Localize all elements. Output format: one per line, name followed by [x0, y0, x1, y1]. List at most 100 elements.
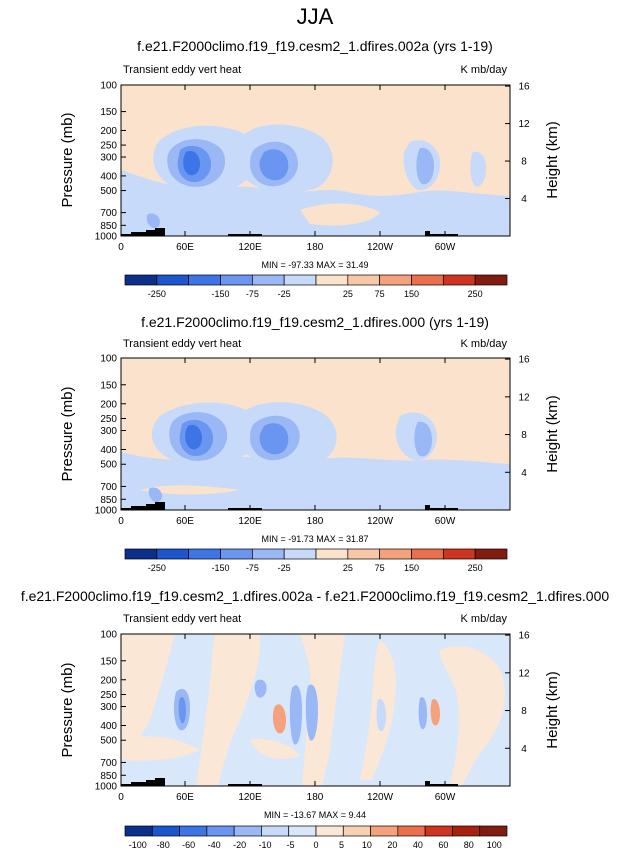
contour-level-pos5	[250, 738, 300, 759]
colorbar-swatch	[347, 548, 381, 560]
x-tick-label: 120W	[367, 792, 394, 803]
contour-level-pos5	[196, 634, 261, 786]
y-tick-label: 1000	[95, 232, 118, 243]
x-tick-label: 120E	[238, 242, 262, 253]
colorbar-label: 5	[339, 840, 344, 850]
colorbar-label: -25	[278, 289, 291, 299]
colorbar-swatch	[251, 548, 285, 560]
panel-right-label: K mb/day	[461, 64, 508, 76]
colorbar-label: 150	[404, 563, 419, 573]
colorbar-label: -10	[259, 840, 272, 850]
colorbar-swatch	[379, 274, 412, 286]
colorbar-label: -250	[148, 563, 166, 573]
x-tick-label: 120W	[367, 242, 394, 253]
y2-axis-label: Height (km)	[544, 121, 561, 199]
colorbar-swatch	[188, 548, 221, 560]
y-tick-label: 400	[100, 171, 117, 182]
contour-level-warm	[140, 485, 240, 495]
y-tick-label: 100	[100, 354, 117, 365]
x-tick-label: 180	[307, 516, 324, 527]
colorbar: -100 -80 -60 -40 -20 -10 -5 0 5 10 20 40 60 80 100	[124, 825, 508, 850]
panel-title: f.e21.F2000climo.f19_f19.cesm2_1.dfires.…	[21, 588, 610, 604]
colorbar-label: -40	[208, 840, 221, 850]
y2-tick-label: 4	[521, 468, 527, 479]
colorbar-label: 100	[487, 840, 502, 850]
contour-level-pos5	[439, 646, 505, 786]
y2-axis-label: Height (km)	[544, 395, 561, 473]
y-tick-label: 200	[100, 399, 117, 410]
y2-tick-label: 16	[518, 631, 530, 642]
y-tick-label: 400	[100, 445, 117, 456]
y-tick-label: 150	[100, 107, 117, 118]
y2-tick-label: 12	[518, 119, 530, 130]
contour-level-pos5	[121, 736, 200, 761]
colorbar-label: 150	[404, 289, 419, 299]
colorbar-label: 40	[413, 840, 423, 850]
colorbar-label: -150	[211, 289, 229, 299]
y2-tick-label: 16	[518, 82, 530, 93]
y-tick-label: 300	[100, 702, 117, 713]
colorbar-swatch	[411, 274, 444, 286]
contour-level-pos5	[300, 634, 345, 786]
x-axis: 0 60E 120E 180 120W 60W	[118, 358, 456, 527]
topography-mask	[121, 778, 458, 786]
contour-level-neg10	[254, 679, 267, 698]
panel-2: f.e21.F2000climo.f19_f19.cesm2_1.dfires.…	[59, 314, 561, 573]
colorbar-label: 10	[362, 840, 372, 850]
colorbar-swatch	[220, 274, 253, 286]
y-tick-label: 150	[100, 380, 117, 391]
contour-level-neg250	[183, 150, 200, 176]
y-tick-label: 1000	[95, 782, 118, 793]
contour-level-neg10	[418, 696, 427, 730]
colorbar-label: 80	[464, 840, 474, 850]
y-axis-label: Pressure (mb)	[59, 662, 76, 757]
contour-level-pos10	[272, 704, 286, 734]
x-tick-label: 0	[118, 792, 124, 803]
y2-tick-label: 12	[518, 392, 530, 403]
x-tick-label: 0	[118, 516, 124, 527]
colorbar-swatch	[315, 548, 349, 560]
colorbar-swatch	[452, 825, 481, 837]
panel-left-label: Transient eddy vert heat	[123, 338, 241, 350]
colorbar-label: -5	[287, 840, 295, 850]
colorbar-swatch	[479, 825, 508, 837]
colorbar-swatch	[397, 825, 426, 837]
contour-level-neg10	[305, 684, 318, 741]
colorbar-label: 250	[468, 563, 483, 573]
y2-tick-label: 8	[521, 430, 527, 441]
colorbar-label: -20	[233, 840, 246, 850]
colorbar-swatch	[474, 548, 508, 560]
contour-level-neg10	[289, 685, 302, 745]
y-axis-label: Pressure (mb)	[59, 386, 76, 481]
y-axis-height: 4 8 12 16	[505, 631, 530, 755]
x-tick-label: 60W	[435, 242, 456, 253]
contour-field	[121, 358, 510, 510]
y-tick-label: 1000	[95, 506, 118, 517]
min-max-label: MIN = -13.67 MAX = 9.44	[264, 810, 366, 820]
colorbar-swatch	[474, 274, 508, 286]
x-tick-label: 60E	[176, 242, 194, 253]
y-axis-height: 4 8 12 16	[505, 82, 530, 205]
y-tick-label: 250	[100, 414, 117, 425]
y-tick-label: 700	[100, 758, 117, 769]
x-tick-label: 120E	[238, 792, 262, 803]
y-tick-label: 200	[100, 675, 117, 686]
y-tick-label: 700	[100, 208, 117, 219]
contour-level-neg150	[259, 423, 289, 455]
y-tick-label: 500	[100, 736, 117, 747]
colorbar-label: 75	[375, 563, 385, 573]
colorbar-label: 0	[313, 840, 318, 850]
y2-tick-label: 12	[518, 668, 530, 679]
colorbar-swatch	[124, 825, 153, 837]
figure-title: JJA	[297, 4, 334, 29]
colorbar-swatch	[424, 825, 453, 837]
x-tick-label: 60W	[435, 516, 456, 527]
contour-level-neg75	[416, 147, 434, 185]
y2-tick-label: 16	[518, 355, 530, 366]
colorbar-label: -250	[148, 289, 166, 299]
colorbar-swatch	[124, 274, 158, 286]
y-tick-label: 100	[100, 630, 117, 641]
panel-right-label: K mb/day	[461, 338, 508, 350]
